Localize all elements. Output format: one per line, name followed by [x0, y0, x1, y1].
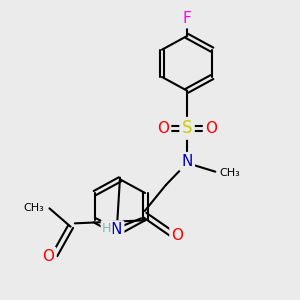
Text: O: O: [172, 227, 184, 242]
Text: N: N: [182, 154, 193, 169]
Text: O: O: [205, 121, 217, 136]
Text: O: O: [42, 249, 54, 264]
Text: CH₃: CH₃: [23, 203, 44, 213]
Text: H: H: [102, 221, 111, 235]
Text: O: O: [157, 121, 169, 136]
Text: N: N: [111, 223, 122, 238]
Text: CH₃: CH₃: [220, 168, 240, 178]
Text: S: S: [182, 119, 192, 137]
Text: F: F: [183, 11, 191, 26]
